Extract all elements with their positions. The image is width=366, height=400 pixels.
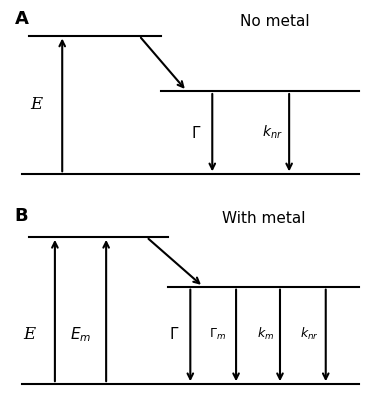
Text: $k_{nr}$: $k_{nr}$ xyxy=(300,326,319,342)
Text: $E_m$: $E_m$ xyxy=(70,325,91,344)
Text: E: E xyxy=(30,96,43,114)
Text: $\mathit{\Gamma}$: $\mathit{\Gamma}$ xyxy=(169,326,179,342)
Text: B: B xyxy=(15,207,28,225)
Text: $k_{nr}$: $k_{nr}$ xyxy=(262,124,283,141)
Text: With metal: With metal xyxy=(222,211,305,226)
Text: $\mathit{\Gamma}_m$: $\mathit{\Gamma}_m$ xyxy=(209,327,226,342)
Text: A: A xyxy=(15,10,29,28)
Text: No metal: No metal xyxy=(240,14,309,29)
Text: $k_m$: $k_m$ xyxy=(257,326,274,342)
Text: $\mathit{\Gamma}$: $\mathit{\Gamma}$ xyxy=(191,125,201,141)
Text: E: E xyxy=(23,326,36,343)
